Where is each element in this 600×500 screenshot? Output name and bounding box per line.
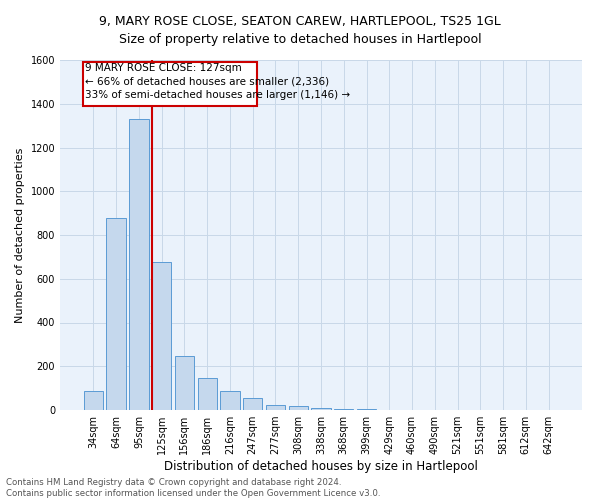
Bar [266, 404, 285, 410]
FancyBboxPatch shape [83, 62, 257, 106]
Text: 9, MARY ROSE CLOSE, SEATON CAREW, HARTLEPOOL, TS25 1GL: 9, MARY ROSE CLOSE, SEATON CAREW, HARTLE… [99, 15, 501, 28]
Bar [289, 406, 308, 410]
Bar [243, 398, 262, 410]
Bar [175, 356, 194, 410]
Text: Contains HM Land Registry data © Crown copyright and database right 2024.
Contai: Contains HM Land Registry data © Crown c… [6, 478, 380, 498]
Bar [129, 119, 149, 410]
Y-axis label: Number of detached properties: Number of detached properties [15, 148, 25, 322]
Bar [334, 409, 353, 410]
Bar [152, 262, 172, 410]
Bar [220, 391, 239, 410]
Text: 9 MARY ROSE CLOSE: 127sqm
← 66% of detached houses are smaller (2,336)
33% of se: 9 MARY ROSE CLOSE: 127sqm ← 66% of detac… [85, 64, 350, 100]
Bar [197, 378, 217, 410]
Bar [106, 218, 126, 410]
Bar [311, 408, 331, 410]
X-axis label: Distribution of detached houses by size in Hartlepool: Distribution of detached houses by size … [164, 460, 478, 473]
Bar [84, 392, 103, 410]
Text: Size of property relative to detached houses in Hartlepool: Size of property relative to detached ho… [119, 32, 481, 46]
